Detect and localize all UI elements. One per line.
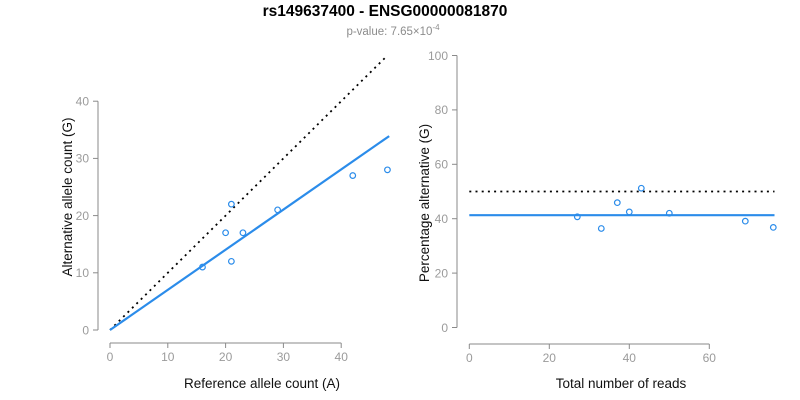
x-tick-label: 10 xyxy=(161,350,175,364)
page-title: rs149637400 - ENSG00000081870 xyxy=(262,3,508,20)
y-tick-label: 0 xyxy=(82,323,89,337)
data-points xyxy=(573,184,777,232)
x-tick-label: 0 xyxy=(466,351,473,365)
data-point xyxy=(769,224,777,231)
data-point xyxy=(613,199,621,207)
x-tick-label: 30 xyxy=(277,350,291,364)
y-tick-label: 20 xyxy=(76,209,90,223)
y-tick-label: 10 xyxy=(76,266,90,280)
pvalue-subtitle: p-value: 7.65×10-4 xyxy=(0,23,786,38)
data-point xyxy=(573,213,581,221)
data-point xyxy=(199,263,206,271)
right-plot-percentage-scatter: 0 20 40 60 80 100 0 20 40 60 Total number of reads… xyxy=(417,49,777,391)
data-point xyxy=(384,166,391,174)
y-tick-label: 40 xyxy=(435,212,449,226)
data-point xyxy=(239,229,247,237)
y-axis-title: Alternative allele count (G) xyxy=(60,117,75,276)
x-tick-label: 20 xyxy=(543,351,557,365)
y-tick-label: 0 xyxy=(441,321,448,335)
y-axis: 0 20 40 60 80 100 xyxy=(428,49,458,335)
pvalue-text: p-value: 7.65×10 xyxy=(346,25,433,38)
data-points xyxy=(199,166,391,271)
x-tick-label: 40 xyxy=(335,350,349,364)
expected-identity-line xyxy=(109,55,388,331)
x-tick-label: 60 xyxy=(703,351,717,365)
y-axis: 0 10 20 30 40 xyxy=(76,95,99,337)
data-point xyxy=(597,225,605,232)
y-axis-title: Percentage alternative (G) xyxy=(417,124,432,282)
y-tick-label: 60 xyxy=(435,158,449,172)
y-tick-label: 30 xyxy=(76,152,90,166)
y-tick-label: 80 xyxy=(435,103,449,117)
data-point xyxy=(637,184,645,192)
y-tick-label: 40 xyxy=(76,95,90,109)
x-tick-label: 0 xyxy=(107,350,114,364)
data-point xyxy=(227,200,235,208)
x-axis-title: Total number of reads xyxy=(556,376,687,391)
y-tick-label: 20 xyxy=(435,266,449,280)
pvalue-exponent: -4 xyxy=(432,23,440,32)
data-point xyxy=(222,229,230,237)
x-axis: 0 10 20 30 40 xyxy=(107,342,349,364)
data-point xyxy=(625,208,633,216)
y-tick-label: 100 xyxy=(428,49,448,63)
data-point xyxy=(741,217,749,225)
x-axis-title: Reference allele count (A) xyxy=(184,376,340,391)
x-axis: 0 20 40 60 xyxy=(466,343,717,365)
x-tick-label: 20 xyxy=(219,350,233,364)
x-tick-label: 40 xyxy=(623,351,637,365)
data-point xyxy=(349,172,357,179)
data-point xyxy=(227,257,235,265)
fitted-line xyxy=(109,135,390,331)
data-point xyxy=(665,209,673,217)
data-point xyxy=(274,206,282,214)
left-plot-allele-count-scatter: 0 10 20 30 40 0 10 20 30 40 Reference allele count… xyxy=(60,55,391,391)
